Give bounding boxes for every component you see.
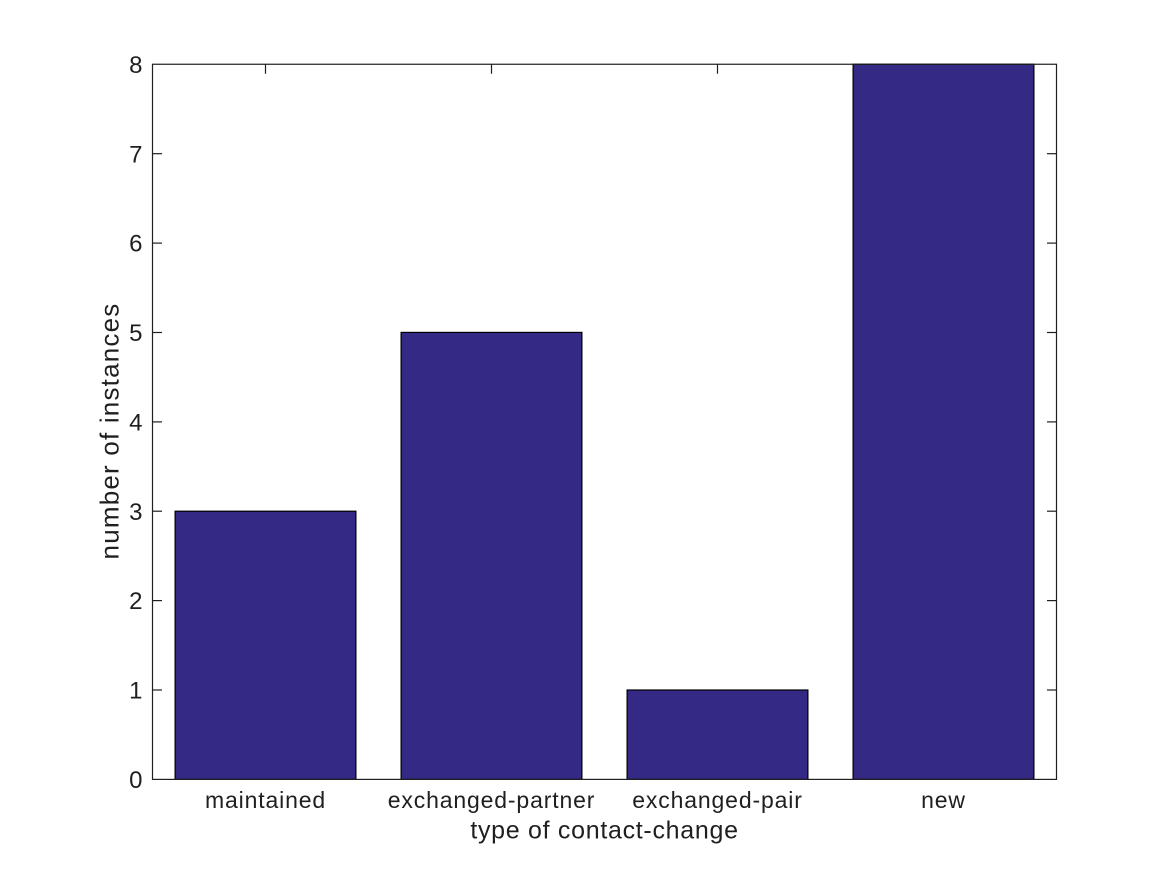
svg-text:2: 2	[129, 588, 142, 615]
svg-text:number of instances: number of instances	[95, 303, 125, 560]
svg-text:1: 1	[129, 678, 142, 705]
svg-text:exchanged-partner: exchanged-partner	[388, 787, 596, 813]
svg-text:5: 5	[129, 320, 142, 347]
svg-text:type of contact-change: type of contact-change	[470, 817, 738, 845]
svg-text:7: 7	[129, 141, 142, 168]
svg-text:8: 8	[129, 52, 142, 79]
svg-text:3: 3	[129, 499, 142, 526]
svg-text:new: new	[921, 787, 966, 813]
svg-text:4: 4	[129, 410, 142, 437]
svg-text:6: 6	[129, 231, 142, 258]
svg-text:maintained: maintained	[205, 787, 326, 813]
svg-text:0: 0	[129, 767, 142, 794]
svg-text:exchanged-pair: exchanged-pair	[632, 787, 802, 813]
